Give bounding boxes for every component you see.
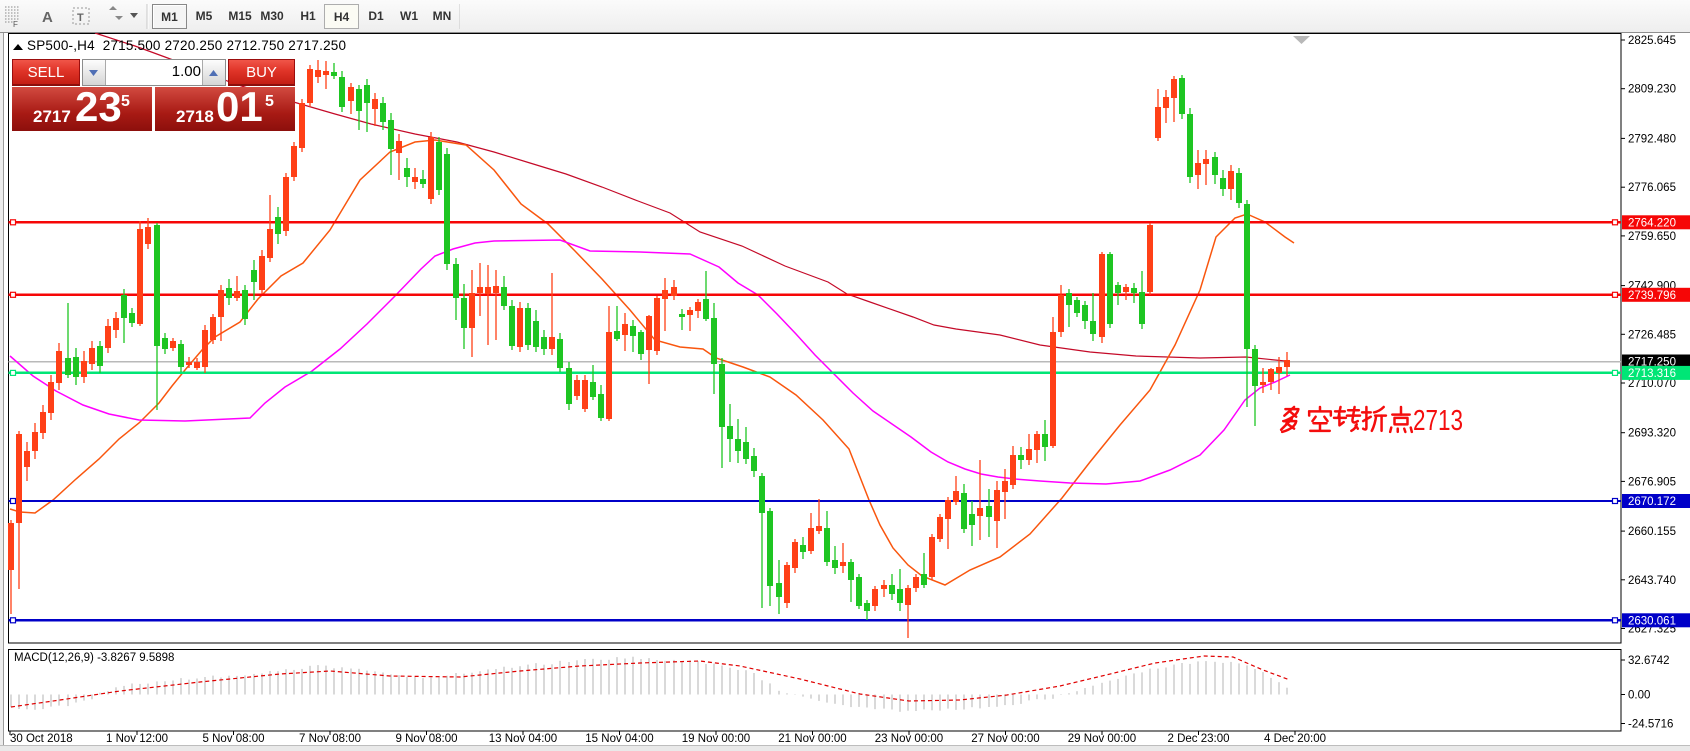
- svg-text:29 Nov 00:00: 29 Nov 00:00: [1068, 733, 1136, 745]
- svg-text:5 Nov 08:00: 5 Nov 08:00: [202, 733, 264, 745]
- svg-text:4 Dec 20:00: 4 Dec 20:00: [1264, 733, 1326, 745]
- svg-text:0.00: 0.00: [1628, 690, 1650, 702]
- svg-text:2670.172: 2670.172: [1628, 496, 1676, 508]
- svg-text:7 Nov 08:00: 7 Nov 08:00: [299, 733, 361, 745]
- svg-text:2713: 2713: [1413, 405, 1463, 437]
- svg-text:A: A: [42, 9, 53, 26]
- svg-text:19 Nov 00:00: 19 Nov 00:00: [682, 733, 750, 745]
- svg-text:2660.155: 2660.155: [1628, 526, 1676, 538]
- svg-text:2676.905: 2676.905: [1628, 476, 1676, 488]
- svg-text:30 Oct 2018: 30 Oct 2018: [10, 733, 73, 745]
- svg-text:9 Nov 08:00: 9 Nov 08:00: [395, 733, 457, 745]
- svg-text:T: T: [77, 12, 84, 24]
- svg-text:13 Nov 04:00: 13 Nov 04:00: [489, 733, 557, 745]
- svg-text:-24.5716: -24.5716: [1628, 719, 1673, 731]
- svg-text:2693.320: 2693.320: [1628, 428, 1676, 440]
- svg-text:32.6742: 32.6742: [1628, 655, 1670, 667]
- svg-text:2726.485: 2726.485: [1628, 329, 1676, 341]
- svg-text:2776.065: 2776.065: [1628, 182, 1676, 194]
- svg-text:2764.220: 2764.220: [1628, 217, 1676, 229]
- svg-text:2792.480: 2792.480: [1628, 133, 1676, 145]
- svg-text:27 Nov 00:00: 27 Nov 00:00: [971, 733, 1039, 745]
- svg-text:2710.070: 2710.070: [1628, 378, 1676, 390]
- svg-text:2713.316: 2713.316: [1628, 368, 1676, 380]
- svg-text:21 Nov 00:00: 21 Nov 00:00: [778, 733, 846, 745]
- svg-text:2 Dec 23:00: 2 Dec 23:00: [1167, 733, 1229, 745]
- svg-text:2739.796: 2739.796: [1628, 290, 1676, 302]
- svg-text:2825.645: 2825.645: [1628, 35, 1676, 47]
- svg-text:2759.650: 2759.650: [1628, 231, 1676, 243]
- svg-text:15 Nov 04:00: 15 Nov 04:00: [585, 733, 653, 745]
- svg-text:2717.250: 2717.250: [1628, 357, 1676, 369]
- svg-text:23 Nov 00:00: 23 Nov 00:00: [875, 733, 943, 745]
- svg-text:2643.740: 2643.740: [1628, 575, 1676, 587]
- svg-text:2809.230: 2809.230: [1628, 84, 1676, 96]
- svg-text:1 Nov 12:00: 1 Nov 12:00: [106, 733, 168, 745]
- svg-text:2630.061: 2630.061: [1628, 615, 1676, 627]
- svg-text:F: F: [13, 20, 18, 29]
